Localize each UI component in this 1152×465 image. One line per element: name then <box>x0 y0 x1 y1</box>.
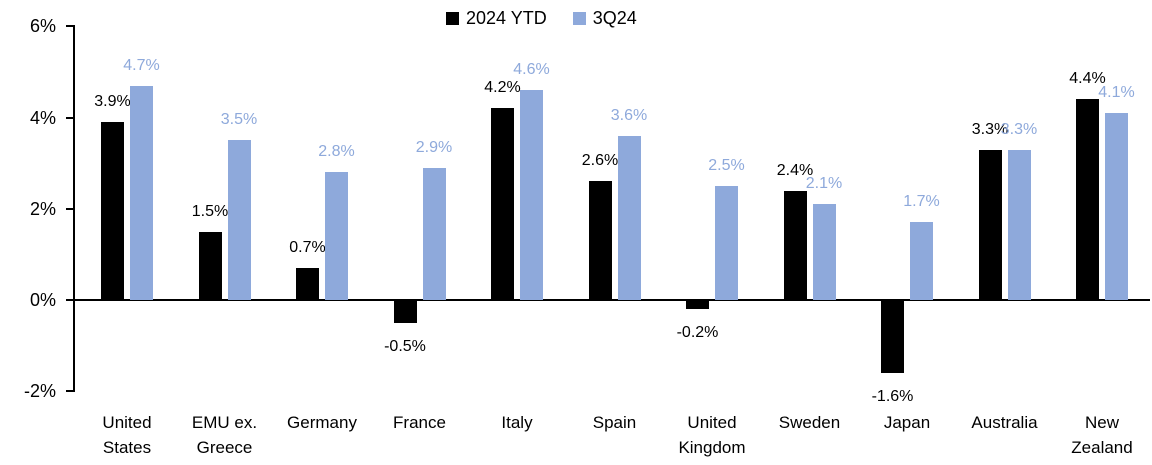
bar-3q24-1 <box>227 140 251 300</box>
category-label: New Zealand <box>1071 413 1133 457</box>
value-label: 2.1% <box>805 175 843 193</box>
legend-swatch-2024-ytd <box>446 12 459 25</box>
y-axis-tick-label: 2% <box>29 198 56 219</box>
legend-label-3q24: 3Q24 <box>592 8 637 28</box>
category-label: United Kingdom <box>678 413 746 457</box>
value-label: 4.6% <box>513 61 550 79</box>
category-label: Germany <box>287 413 357 432</box>
bar-3q24-10 <box>1105 113 1128 300</box>
legend: 2024 YTD 3Q24 <box>446 8 637 29</box>
value-label: 1.5% <box>191 202 229 220</box>
value-label: 4.4% <box>1069 70 1106 88</box>
value-label: -0.5% <box>384 337 426 355</box>
y-axis-tick-label: 4% <box>29 107 56 128</box>
y-axis-tick <box>66 390 75 393</box>
value-label: 3.3% <box>1000 120 1038 138</box>
bar-3q24-7 <box>812 204 836 300</box>
y-axis-tick <box>66 299 75 301</box>
y-axis-tick <box>66 116 75 119</box>
category-label: Australia <box>971 413 1038 432</box>
y-axis-tick-label: 6% <box>29 16 56 37</box>
value-label: 2.4% <box>776 161 814 179</box>
bar-2024ytd-1 <box>198 231 222 300</box>
bar-2024ytd-2 <box>296 268 319 300</box>
category-label: Sweden <box>778 413 841 432</box>
y-axis-tick-label: -2% <box>23 381 56 402</box>
value-label: 0.7% <box>289 239 326 257</box>
bar-2024ytd-7 <box>783 190 807 300</box>
bar-2024ytd-8 <box>881 300 904 373</box>
x-axis-line <box>73 299 1150 301</box>
bar-2024ytd-6 <box>686 300 709 310</box>
bar-2024ytd-0 <box>101 122 124 300</box>
value-label: 3.9% <box>94 93 131 111</box>
value-label: 4.2% <box>484 79 521 97</box>
bar-3q24-4 <box>520 90 543 300</box>
bar-3q24-3 <box>422 167 446 300</box>
bar-2024ytd-5 <box>588 181 612 300</box>
legend-item-3q24: 3Q24 <box>572 8 637 29</box>
value-label: 2.8% <box>318 143 355 161</box>
bar-3q24-9 <box>1007 149 1031 300</box>
category-label: Japan <box>883 413 931 432</box>
value-label: 2.5% <box>708 157 745 174</box>
legend-label-2024-ytd: 2024 YTD <box>466 8 547 28</box>
bar-2024ytd-9 <box>978 149 1002 300</box>
category-label: Spain <box>592 413 637 432</box>
bar-2024ytd-10 <box>1076 99 1099 300</box>
legend-item-2024-ytd: 2024 YTD <box>446 8 547 29</box>
bar-3q24-8 <box>910 222 933 300</box>
value-label: -1.6% <box>871 387 914 405</box>
y-axis-tick <box>66 207 75 210</box>
legend-swatch-3q24 <box>572 12 586 25</box>
bar-3q24-5 <box>617 135 641 300</box>
category-label: France <box>393 413 446 432</box>
value-label: 3.5% <box>220 111 258 129</box>
bar-3q24-6 <box>715 186 738 300</box>
bar-2024ytd-3 <box>393 300 417 323</box>
bar-2024ytd-4 <box>491 108 514 300</box>
y-axis-tick-label: 0% <box>29 290 56 310</box>
value-label: 3.3% <box>971 120 1009 138</box>
category-label: Italy <box>501 413 533 432</box>
value-label: 1.7% <box>903 193 940 211</box>
value-label: 3.6% <box>610 106 648 124</box>
category-label: EMU ex. Greece <box>191 413 258 457</box>
y-axis-tick <box>66 25 75 28</box>
value-label: 4.1% <box>1098 84 1135 102</box>
value-label: 4.7% <box>123 56 160 74</box>
bar-3q24-2 <box>325 172 348 300</box>
bar-3q24-0 <box>130 85 153 300</box>
value-label: -0.2% <box>676 324 719 342</box>
value-label: 2.9% <box>415 138 453 156</box>
value-label: 2.6% <box>581 152 619 170</box>
category-label: United States <box>102 413 152 457</box>
